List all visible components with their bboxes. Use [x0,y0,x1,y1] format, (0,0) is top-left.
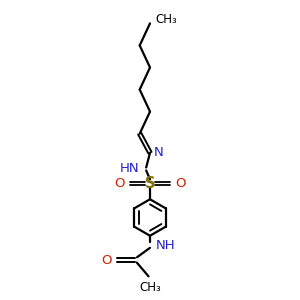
Text: O: O [101,254,112,267]
Text: N: N [154,146,163,159]
Text: NH: NH [155,239,175,252]
Text: CH₃: CH₃ [155,13,177,26]
Text: O: O [175,177,185,190]
Text: CH₃: CH₃ [139,281,161,294]
Text: O: O [115,177,125,190]
Text: S: S [145,176,155,191]
Text: HN: HN [120,163,140,176]
